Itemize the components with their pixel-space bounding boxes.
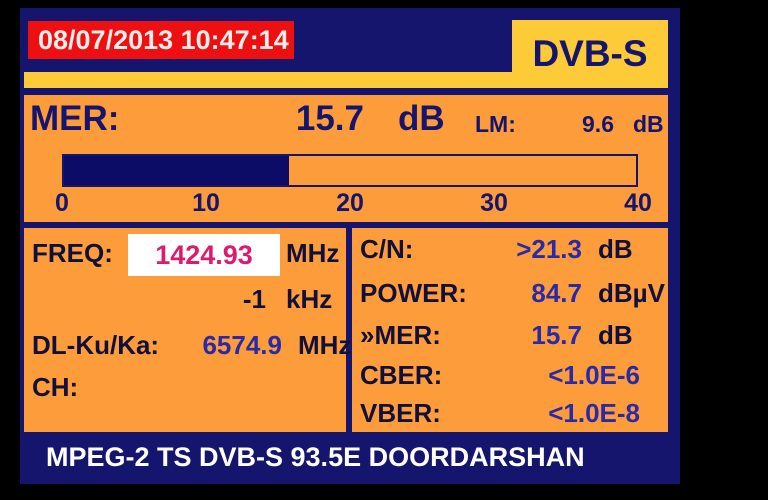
- bar-tick-20: 20: [336, 189, 364, 217]
- bar-tick-10: 10: [192, 189, 220, 217]
- lm-value: 9.6: [582, 111, 614, 137]
- mer-row-value: 15.7: [531, 320, 582, 350]
- mer-value: 15.7: [295, 99, 364, 138]
- status-text: MPEG-2 TS DVB-S 93.5E DOORDARSHAN: [46, 442, 585, 472]
- bar-tick-0: 0: [55, 189, 69, 217]
- vber-label: VBER:: [360, 398, 441, 428]
- power-value: 84.7: [531, 278, 582, 308]
- channel-label: CH:: [32, 372, 79, 402]
- frequency-value: 1424.93: [155, 239, 253, 270]
- power-label: POWER:: [360, 278, 467, 308]
- lm-label: LM:: [475, 111, 516, 137]
- header-divider-strip: [24, 72, 668, 88]
- downlink-value: 6574.9: [202, 330, 282, 360]
- frequency-input[interactable]: 1424.93: [128, 234, 280, 276]
- mer-unit: dB: [398, 99, 445, 138]
- cn-label: C/N:: [360, 234, 414, 264]
- bar-tick-30: 30: [480, 189, 508, 217]
- bar-tick-40: 40: [624, 189, 652, 217]
- measurement-row-cber: CBER: <1.0E-6: [360, 360, 660, 390]
- downlink-label: DL-Ku/Ka:: [32, 330, 160, 360]
- datetime-text: 08/07/2013 10:47:14: [38, 25, 289, 55]
- mer-row-label: »MER:: [360, 320, 441, 350]
- mer-label: MER:: [30, 99, 120, 138]
- measurements-panel: C/N: >21.3 dB POWER: 84.7 dBµV »MER: 15.…: [352, 228, 668, 432]
- tuning-panel: FREQ: 1424.93 MHz -1 kHz DL-Ku/Ka: 6574.…: [24, 228, 351, 432]
- power-unit: dBµV: [598, 278, 665, 308]
- mer-panel: MER: 15.7 dB LM: 9.6 dB 0 10 20 30 40: [24, 95, 668, 222]
- status-bar: MPEG-2 TS DVB-S 93.5E DOORDARSHAN: [20, 433, 680, 484]
- mer-row-unit: dB: [598, 320, 633, 350]
- cber-value: <1.0E-6: [548, 360, 640, 390]
- measurement-row-cn: C/N: >21.3 dB: [360, 234, 660, 264]
- cn-value: >21.3: [516, 234, 582, 264]
- cber-label: CBER:: [360, 360, 443, 390]
- mer-level-bar-fill: [64, 156, 289, 185]
- meter-screen: 08/07/2013 10:47:14 DVB-S MER: 15.7 dB L…: [20, 8, 680, 484]
- measurement-row-power: POWER: 84.7 dBµV: [360, 278, 665, 308]
- vber-value: <1.0E-8: [548, 398, 640, 428]
- measurement-row-vber: VBER: <1.0E-8: [360, 398, 660, 428]
- datetime-display: 08/07/2013 10:47:14: [28, 21, 294, 59]
- downlink-unit: MHz: [298, 330, 352, 360]
- freq-offset-value: -1: [242, 284, 266, 314]
- mode-label: DVB-S: [532, 33, 648, 74]
- freq-unit: MHz: [286, 238, 340, 268]
- freq-offset-unit: kHz: [286, 284, 333, 314]
- lm-unit: dB: [633, 111, 664, 137]
- measurement-row-mer: »MER: 15.7 dB: [360, 320, 660, 350]
- cn-unit: dB: [598, 234, 633, 264]
- mer-level-bar: [62, 154, 638, 187]
- freq-label: FREQ:: [32, 238, 113, 268]
